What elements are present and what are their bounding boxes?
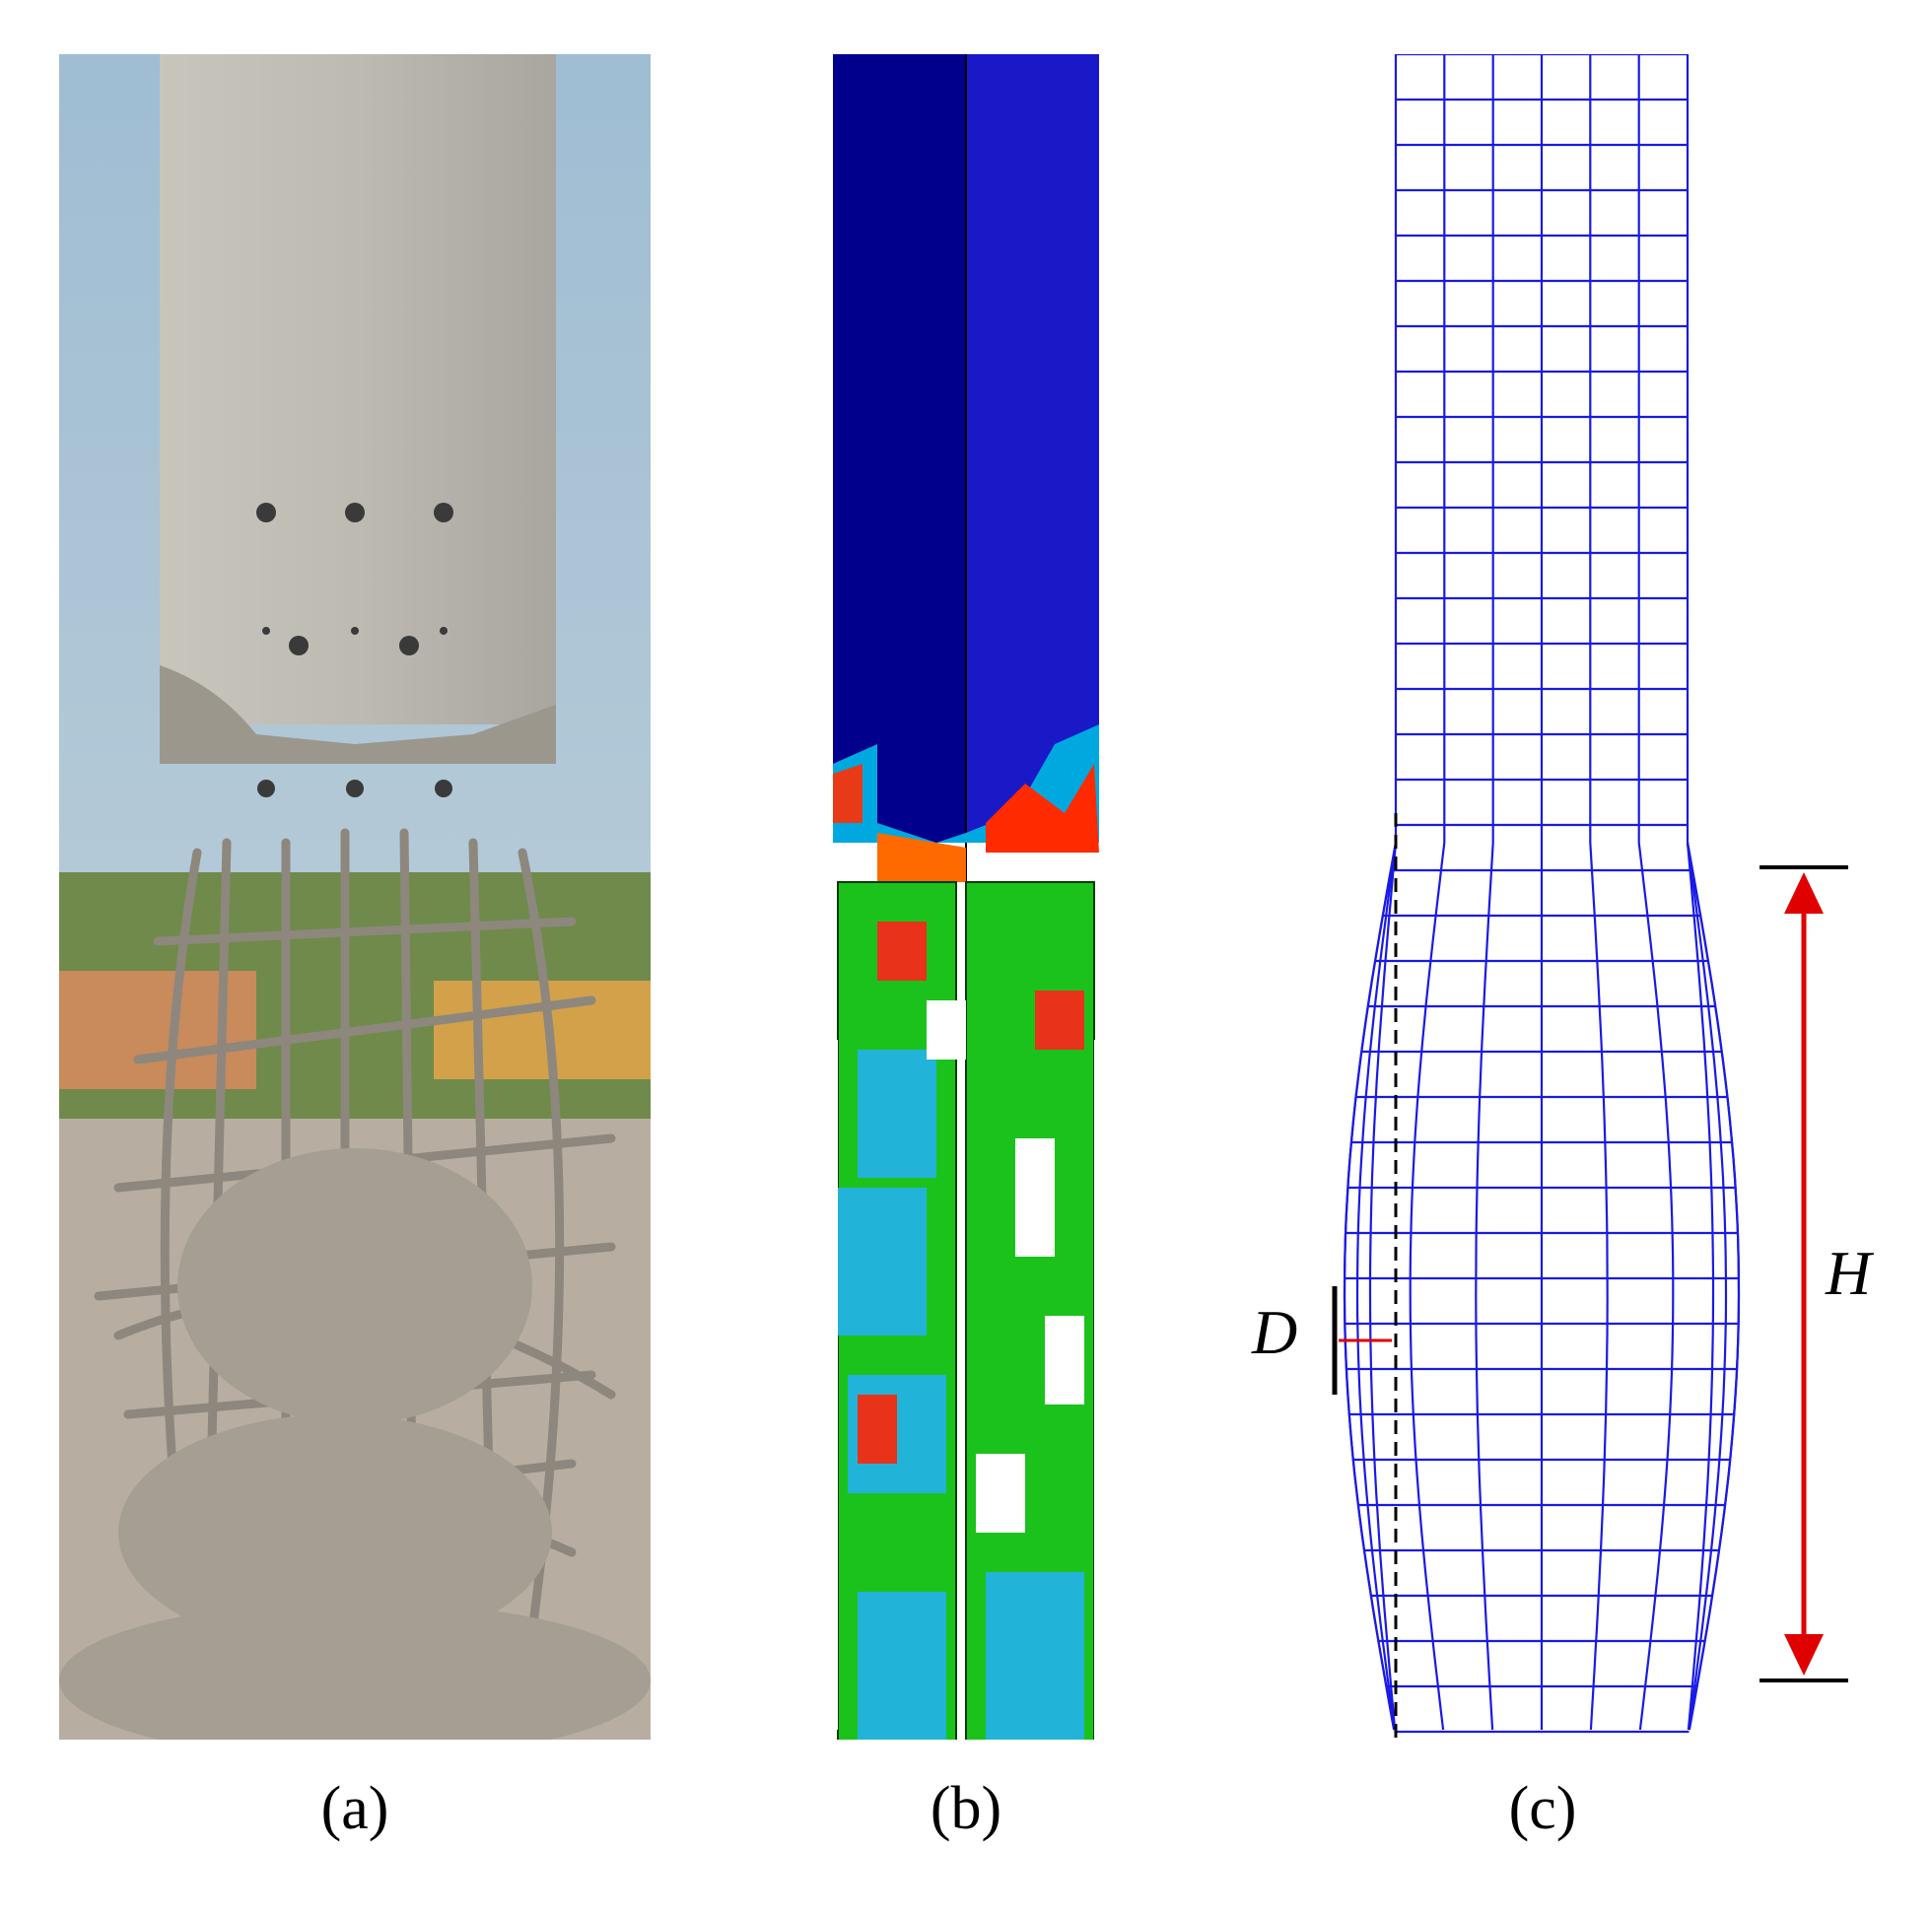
bulge-label: D	[1252, 1297, 1298, 1367]
mesh-bulge-curve	[1343, 842, 1398, 1731]
mesh-bulge-curve	[1355, 842, 1398, 1731]
caption-a: (a)	[320, 1775, 389, 1842]
deformed-mesh-schematic	[1332, 54, 1848, 1740]
mesh-bulge-curve	[1686, 842, 1715, 1731]
h-arrow-down	[1784, 1634, 1824, 1676]
mesh-column-line	[1409, 54, 1446, 1731]
mesh-column-line	[1589, 54, 1609, 1731]
mesh-bulge-curve	[1368, 842, 1398, 1731]
height-label: H	[1826, 1238, 1872, 1308]
fem-damage-contour	[818, 54, 1114, 1740]
mesh-column-line	[1475, 54, 1494, 1731]
mesh-bulge-curve	[1686, 842, 1728, 1731]
caption-c: (c)	[1508, 1775, 1577, 1842]
caption-b: (b)	[930, 1775, 1002, 1842]
mesh-column-line	[1637, 54, 1675, 1731]
mesh-bulge-curve	[1686, 842, 1741, 1731]
h-arrow-up	[1784, 872, 1824, 914]
photo-failed-column	[59, 54, 651, 1740]
